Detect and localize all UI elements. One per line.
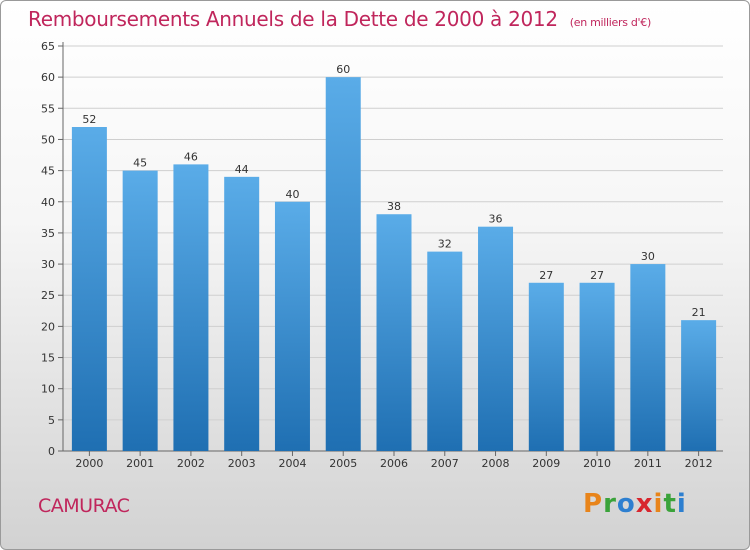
data-label: 40 [285,188,299,201]
y-tick-label: 60 [41,71,55,84]
y-tick-label: 45 [41,165,55,178]
tick-labels: 0 5 10 15 20 25 30 35 40 45 50 55 60 65 2000 2001 2002 20… [41,40,713,470]
x-tick-label: 2004 [278,457,306,470]
data-label: 27 [590,269,604,282]
x-tick-label: 2002 [177,457,205,470]
y-tick-label: 5 [48,414,55,427]
y-tick-label: 55 [41,102,55,115]
logo-letter: i [653,489,664,519]
x-tick-label: 2012 [685,457,713,470]
data-label: 27 [539,269,553,282]
x-tick-label: 2008 [482,457,510,470]
y-tick-label: 50 [41,133,55,146]
y-tick-label: 25 [41,289,55,302]
x-tick-label: 2011 [634,457,662,470]
y-tick-label: 65 [41,40,55,53]
bar [427,251,463,451]
chart-title: Remboursements Annuels de la Dette de 20… [28,7,651,31]
bar [122,170,158,451]
data-label: 60 [336,63,350,76]
chart-unit: (en milliers d'€) [569,16,651,29]
bar [528,282,564,451]
bar [71,127,107,451]
data-label: 38 [387,200,401,213]
data-labels: 52 45 46 44 40 60 38 32 36 27 27 30 21 [82,63,705,319]
data-label: 36 [489,213,503,226]
bar [579,282,615,451]
x-tick-label: 2007 [431,457,459,470]
data-label: 30 [641,250,655,263]
data-label: 52 [82,113,96,126]
logo-letter: P [583,489,604,519]
bar [478,226,514,451]
x-tick-label: 2009 [532,457,560,470]
y-tick-label: 0 [48,445,55,458]
bar [681,320,717,451]
bar [376,214,412,451]
y-tick-label: 10 [41,383,55,396]
x-tick-label: 2001 [126,457,154,470]
bar [173,164,209,451]
x-tick-label: 2006 [380,457,408,470]
bar [630,264,666,451]
x-tick-label: 2000 [75,457,103,470]
logo-letter: t [663,489,677,519]
y-tick-label: 30 [41,258,55,271]
bar [274,201,310,451]
y-tick-label: 20 [41,320,55,333]
bar [325,77,361,452]
data-label: 44 [235,163,249,176]
chart-title-text: Remboursements Annuels de la Dette de 20… [28,7,558,31]
logo-letter: i [676,489,687,519]
y-tick-label: 15 [41,352,55,365]
data-label: 46 [184,150,198,163]
x-tick-label: 2005 [329,457,357,470]
logo-letter: o [616,489,636,519]
logo-letter: r [603,489,617,519]
x-tick-label: 2010 [583,457,611,470]
y-tick-label: 35 [41,227,55,240]
data-label: 45 [133,157,147,170]
data-label: 32 [438,238,452,251]
proxiti-logo: Proxiti [583,489,687,519]
bars [71,77,717,452]
town-name: CAMURAC [38,495,130,517]
data-label: 21 [692,306,706,319]
bar [224,176,260,451]
x-tick-label: 2003 [228,457,256,470]
y-tick-label: 40 [41,196,55,209]
logo-letter: x [635,489,654,519]
